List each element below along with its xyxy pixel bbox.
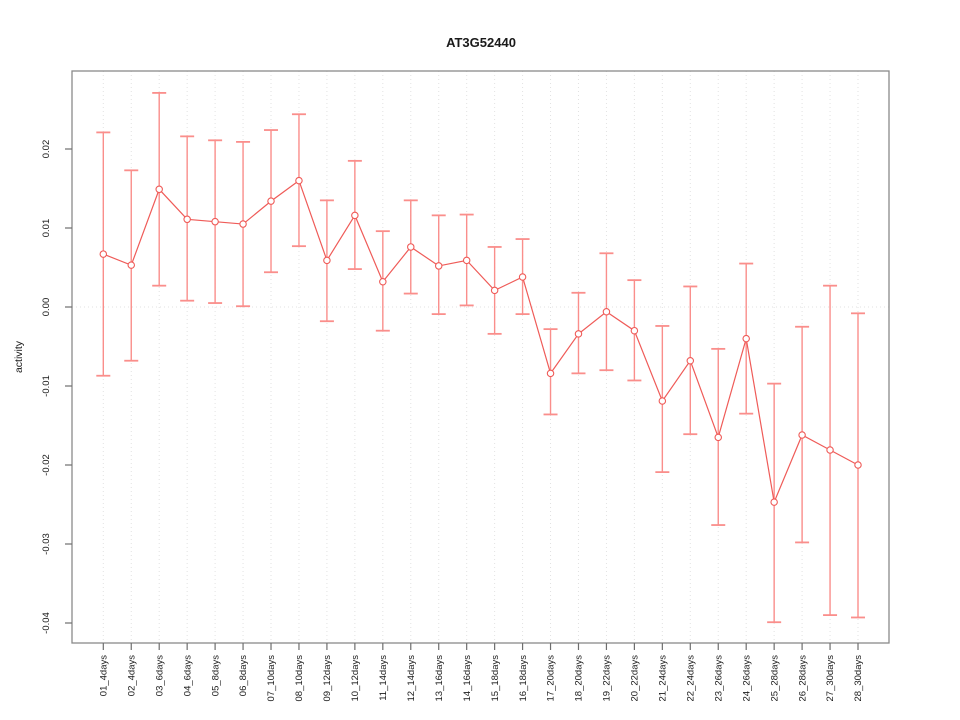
y-tick-labels: 0.02 0.01 0.00 -0.01 -0.02 -0.03 -0.04 <box>41 140 52 634</box>
x-tick-label: 14_16days <box>462 655 473 702</box>
x-tick-label: 27_30days <box>825 655 836 702</box>
x-tick-label: 01_4days <box>99 655 110 696</box>
x-tick-label: 13_16days <box>434 655 445 702</box>
x-tick-label: 05_8days <box>210 655 221 696</box>
y-tick-label: -0.04 <box>41 612 52 634</box>
x-tick-label: 06_8days <box>238 655 249 696</box>
x-tick-label: 03_6days <box>154 655 165 696</box>
x-tick-label: 28_30days <box>853 655 864 702</box>
x-tick-label: 19_22days <box>602 655 613 702</box>
y-tick-label: 0.01 <box>41 219 52 238</box>
x-tick-label: 10_12days <box>350 655 361 702</box>
x-tick-label: 23_26days <box>713 655 724 702</box>
x-tick-label: 15_18days <box>490 655 501 702</box>
x-tick-label: 25_28days <box>769 655 780 702</box>
x-tick-label: 02_4days <box>126 655 137 696</box>
y-tick-label: 0.00 <box>41 298 52 317</box>
x-tick-label: 11_14days <box>378 655 389 701</box>
y-tick-label: -0.03 <box>41 533 52 555</box>
x-tick-label: 21_24days <box>658 655 669 702</box>
x-tick-label: 16_18days <box>518 655 529 702</box>
x-tick-label: 17_20days <box>546 655 557 702</box>
y-tick-label: -0.02 <box>41 454 52 476</box>
x-tick-label: 08_10days <box>294 655 305 702</box>
axis-ticks <box>65 148 859 650</box>
x-tick-label: 20_22days <box>630 655 641 702</box>
data-point-markers <box>99 176 862 506</box>
x-tick-label: 22_24days <box>685 655 696 702</box>
plot-box <box>71 70 890 644</box>
data-line <box>103 179 859 505</box>
gridlines <box>72 71 889 643</box>
x-tick-label: 07_10days <box>266 655 277 702</box>
x-tick-label: 09_12days <box>322 655 333 702</box>
x-tick-label: 12_14days <box>406 655 417 702</box>
x-tick-label: 04_6days <box>182 655 193 696</box>
y-tick-label: 0.02 <box>41 140 52 159</box>
y-tick-label: -0.01 <box>41 375 52 397</box>
x-tick-labels: 01_4days 02_4days 03_6days 04_6days 05_8days… <box>99 655 865 702</box>
y-axis-label: activity <box>13 340 25 373</box>
x-tick-label: 18_20days <box>574 655 585 702</box>
x-tick-label: 26_28days <box>797 655 808 702</box>
x-tick-label: 24_26days <box>741 655 752 702</box>
chart-title: AT3G52440 <box>446 35 516 50</box>
